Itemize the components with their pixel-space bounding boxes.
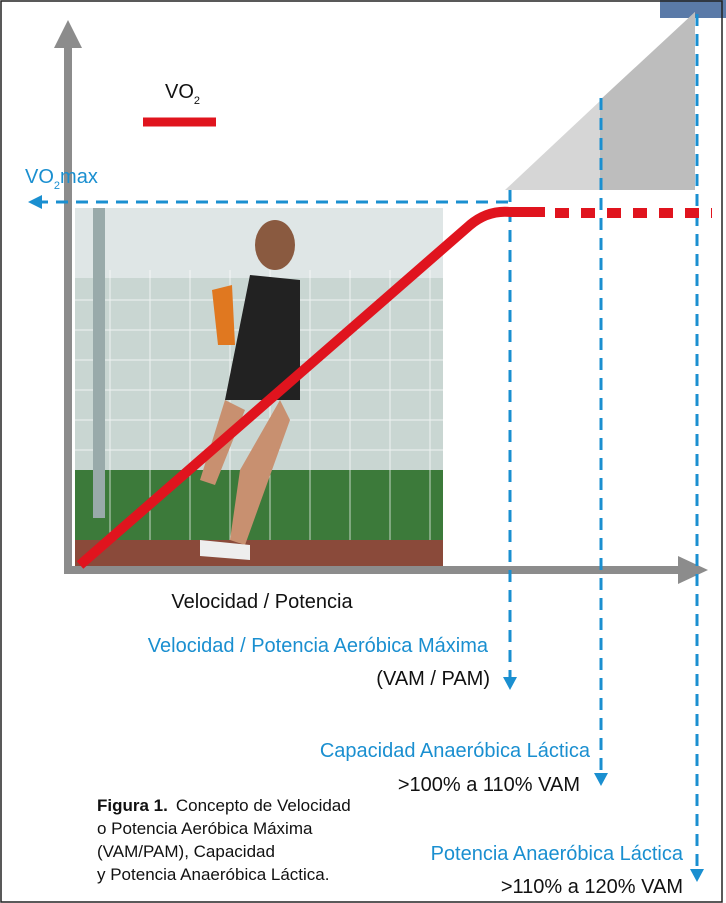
threshold-title: Velocidad / Potencia Aeróbica Máxima: [148, 635, 489, 657]
threshold-title: Capacidad Anaeróbica Láctica: [320, 740, 591, 762]
x-axis-label: Velocidad / Potencia: [171, 591, 353, 613]
threshold-detail: (VAM / PAM): [376, 668, 490, 690]
threshold-detail: >100% a 110% VAM: [398, 774, 580, 796]
threshold-title: Potencia Anaeróbica Láctica: [431, 843, 684, 865]
caption-line: (VAM/PAM), Capacidad: [97, 842, 275, 861]
caption-line: Figura 1.Concepto de Velocidad: [97, 796, 351, 815]
figure: VO2 VO2max Velocidad / Potencia Velocida…: [0, 0, 726, 903]
threshold-detail: >110% a 120% VAM: [501, 876, 683, 898]
caption-line: o Potencia Aeróbica Máxima: [97, 819, 313, 838]
caption-line: y Potencia Anaeróbica Láctica.: [97, 865, 329, 884]
runner-photo: [75, 208, 443, 566]
